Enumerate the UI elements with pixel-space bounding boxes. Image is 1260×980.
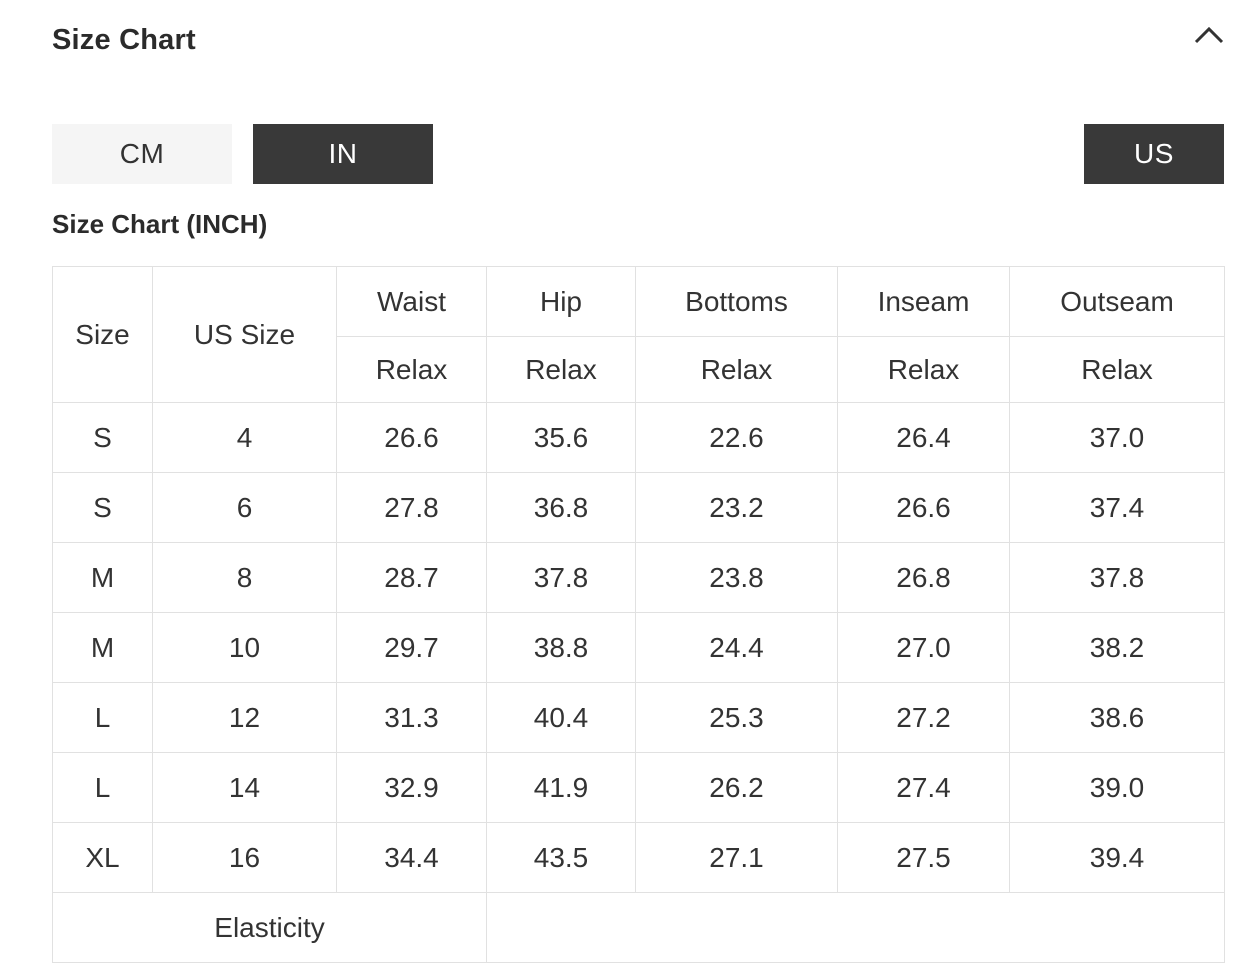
- fit-cell-outseam: Relax: [1009, 336, 1225, 403]
- cell-inseam: 27.0: [837, 612, 1010, 683]
- cell-inseam: 26.6: [837, 472, 1010, 543]
- cell-waist: 26.6: [336, 402, 487, 473]
- collapse-toggle-button[interactable]: [1194, 24, 1224, 44]
- col-header-bottoms: Bottoms: [635, 266, 838, 337]
- cell-bottoms: 22.6: [635, 402, 838, 473]
- cell-waist: 28.7: [336, 542, 487, 613]
- cell-us-size: 16: [152, 822, 337, 893]
- unit-toggle-cm-button[interactable]: CM: [52, 124, 232, 184]
- cell-us-size: 14: [152, 752, 337, 823]
- cell-size: S: [52, 402, 153, 473]
- panel-header: Size Chart: [52, 24, 1224, 58]
- cell-bottoms: 27.1: [635, 822, 838, 893]
- table-row: XL 16 34.4 43.5 27.1 27.5 39.4: [52, 822, 1225, 893]
- cell-waist: 31.3: [336, 682, 487, 753]
- cell-bottoms: 23.8: [635, 542, 838, 613]
- col-header-us-size: US Size: [152, 266, 337, 403]
- cell-size: XL: [52, 822, 153, 893]
- elasticity-cell: Elasticity: [52, 892, 487, 963]
- cell-outseam: 37.0: [1009, 402, 1225, 473]
- cell-inseam: 26.8: [837, 542, 1010, 613]
- fit-cell-hip: Relax: [486, 336, 636, 403]
- cell-outseam: 39.0: [1009, 752, 1225, 823]
- column-header-row: Size US Size Waist Hip Bottoms Inseam Ou…: [52, 266, 1225, 403]
- cell-outseam: 37.8: [1009, 542, 1225, 613]
- cell-us-size: 8: [152, 542, 337, 613]
- cell-hip: 35.6: [486, 402, 636, 473]
- elasticity-row: Elasticity: [52, 892, 1225, 963]
- cell-outseam: 38.2: [1009, 612, 1225, 683]
- table-row: S 4 26.6 35.6 22.6 26.4 37.0: [52, 402, 1225, 473]
- table-row: L 12 31.3 40.4 25.3 27.2 38.6: [52, 682, 1225, 753]
- table-row: S 6 27.8 36.8 23.2 26.6 37.4: [52, 472, 1225, 543]
- size-chart-table: Size US Size Waist Hip Bottoms Inseam Ou…: [52, 266, 1225, 963]
- cell-size: S: [52, 472, 153, 543]
- fit-label-row: Relax Relax Relax Relax Relax: [53, 336, 1225, 403]
- table-row: M 8 28.7 37.8 23.8 26.8 37.8: [52, 542, 1225, 613]
- cell-size: L: [52, 682, 153, 753]
- cell-inseam: 26.4: [837, 402, 1010, 473]
- cell-hip: 37.8: [486, 542, 636, 613]
- cell-hip: 41.9: [486, 752, 636, 823]
- footer-empty-cell: [486, 892, 1225, 963]
- chevron-up-icon: [1194, 26, 1224, 44]
- cell-us-size: 10: [152, 612, 337, 683]
- cell-outseam: 39.4: [1009, 822, 1225, 893]
- fit-cell-inseam: Relax: [837, 336, 1010, 403]
- cell-bottoms: 25.3: [635, 682, 838, 753]
- cell-inseam: 27.5: [837, 822, 1010, 893]
- cell-size: M: [52, 612, 153, 683]
- cell-us-size: 6: [152, 472, 337, 543]
- unit-toggle-in-button[interactable]: IN: [253, 124, 433, 184]
- cell-bottoms: 23.2: [635, 472, 838, 543]
- cell-waist: 32.9: [336, 752, 487, 823]
- region-toggle-us-button[interactable]: US: [1084, 124, 1224, 184]
- cell-bottoms: 26.2: [635, 752, 838, 823]
- col-header-hip: Hip: [486, 266, 636, 337]
- cell-hip: 43.5: [486, 822, 636, 893]
- cell-inseam: 27.4: [837, 752, 1010, 823]
- fit-cell-waist: Relax: [336, 336, 487, 403]
- cell-outseam: 38.6: [1009, 682, 1225, 753]
- cell-waist: 34.4: [336, 822, 487, 893]
- col-header-waist: Waist: [336, 266, 487, 337]
- cell-us-size: 4: [152, 402, 337, 473]
- col-header-size: Size: [52, 266, 153, 403]
- col-header-inseam: Inseam: [837, 266, 1010, 337]
- fit-cell-bottoms: Relax: [635, 336, 838, 403]
- cell-inseam: 27.2: [837, 682, 1010, 753]
- table-row: M 10 29.7 38.8 24.4 27.0 38.2: [52, 612, 1225, 683]
- cell-hip: 36.8: [486, 472, 636, 543]
- cell-waist: 27.8: [336, 472, 487, 543]
- cell-hip: 38.8: [486, 612, 636, 683]
- cell-us-size: 12: [152, 682, 337, 753]
- cell-outseam: 37.4: [1009, 472, 1225, 543]
- cell-bottoms: 24.4: [635, 612, 838, 683]
- unit-toggle-row: CM IN US: [52, 124, 1224, 184]
- cell-waist: 29.7: [336, 612, 487, 683]
- cell-size: L: [52, 752, 153, 823]
- panel-title: Size Chart: [52, 24, 196, 56]
- table-caption: Size Chart (INCH): [52, 209, 268, 239]
- cell-hip: 40.4: [486, 682, 636, 753]
- cell-size: M: [52, 542, 153, 613]
- col-header-outseam: Outseam: [1009, 266, 1225, 337]
- table-row: L 14 32.9 41.9 26.2 27.4 39.0: [52, 752, 1225, 823]
